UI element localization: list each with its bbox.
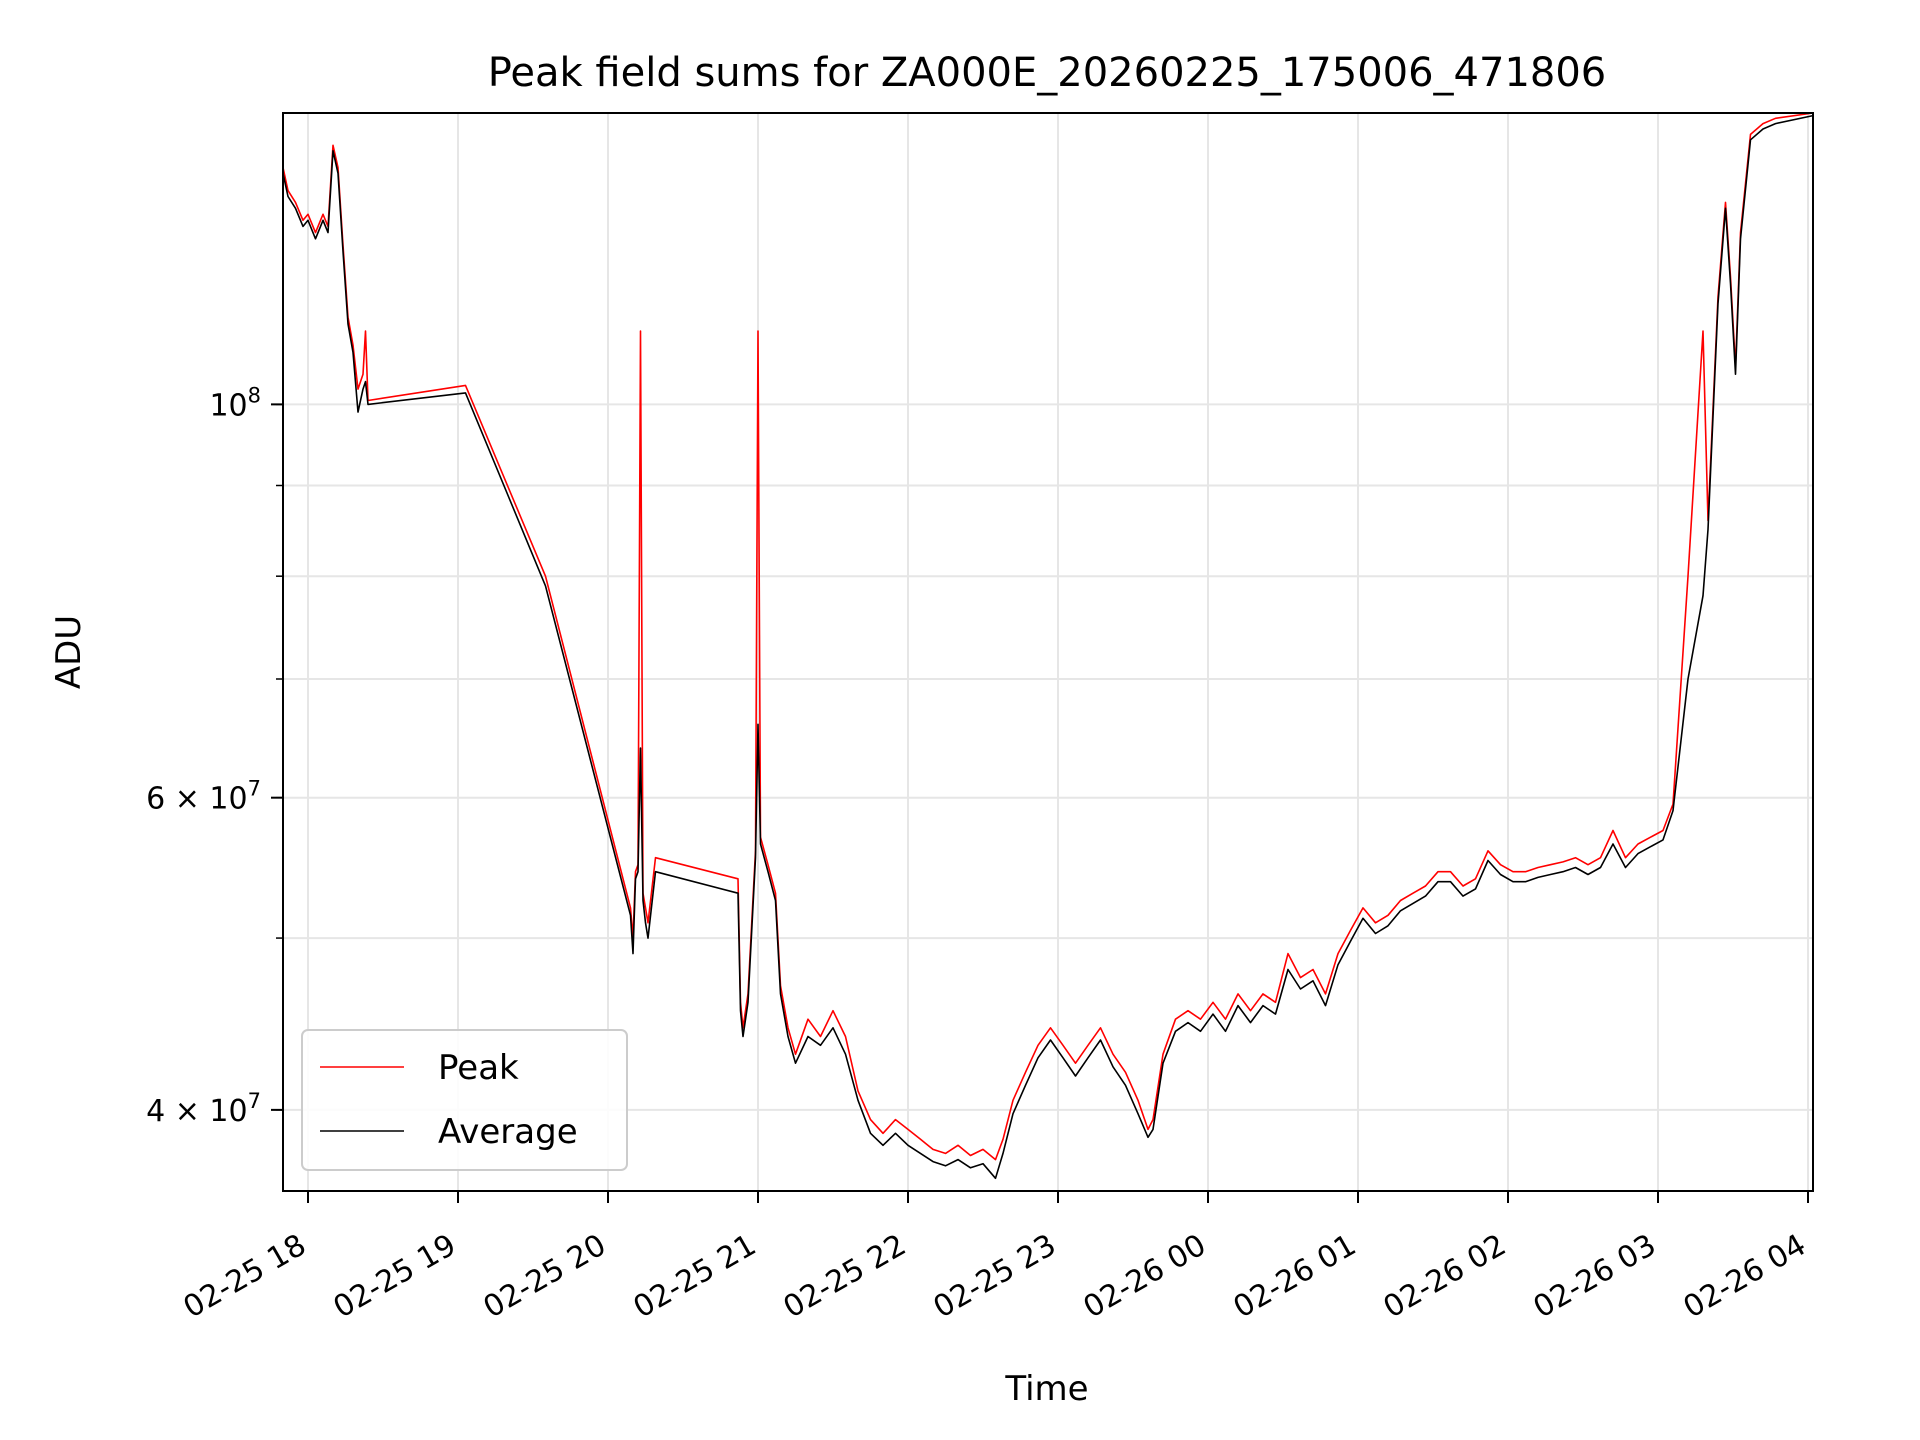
y-axis: 108 6 × 107 4 × 107 xyxy=(146,383,283,1129)
y-tick-label: 4 × 107 xyxy=(146,1089,261,1129)
y-axis-label: ADU xyxy=(49,615,89,689)
chart-title: Peak field sums for ZA000E_20260225_1750… xyxy=(488,50,1607,96)
y-tick-label: 6 × 107 xyxy=(146,777,261,817)
series-layer xyxy=(282,112,1814,1180)
plot-frame xyxy=(282,112,1814,1192)
legend-label-peak: Peak xyxy=(438,1048,519,1088)
legend-label-average: Average xyxy=(438,1112,578,1152)
series-line-average xyxy=(282,114,1814,1180)
legend-box xyxy=(301,1029,628,1171)
y-tick-label: 108 xyxy=(209,383,261,423)
x-axis-label: Time xyxy=(1004,1369,1088,1409)
legend: Peak Average xyxy=(301,1029,628,1171)
